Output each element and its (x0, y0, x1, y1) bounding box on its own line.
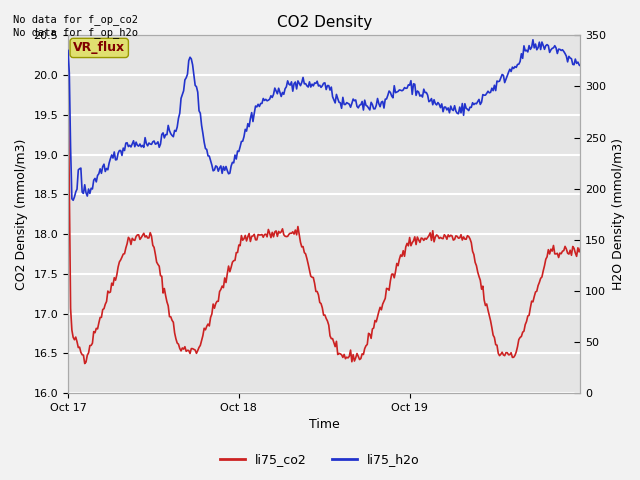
Title: CO2 Density: CO2 Density (276, 15, 372, 30)
Text: No data for f_op_co2
No data for f_op_h2o: No data for f_op_co2 No data for f_op_h2… (13, 14, 138, 38)
Text: VR_flux: VR_flux (73, 41, 125, 54)
Y-axis label: H2O Density (mmol/m3): H2O Density (mmol/m3) (612, 138, 625, 290)
Legend: li75_co2, li75_h2o: li75_co2, li75_h2o (215, 448, 425, 471)
Y-axis label: CO2 Density (mmol/m3): CO2 Density (mmol/m3) (15, 139, 28, 290)
X-axis label: Time: Time (309, 419, 340, 432)
